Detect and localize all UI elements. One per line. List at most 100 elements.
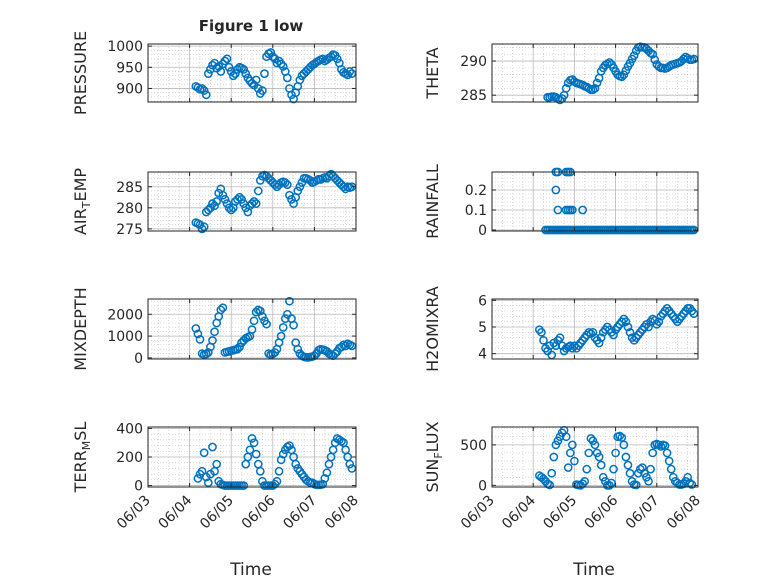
data-point <box>654 317 664 327</box>
x-tick-label: 06/03 <box>458 493 498 533</box>
data-point <box>212 459 221 469</box>
data-point <box>586 434 596 443</box>
data-point <box>621 452 631 462</box>
x-tick-label: 06/06 <box>239 492 279 532</box>
axes-box <box>491 298 699 360</box>
data-point <box>251 75 261 85</box>
data-point <box>253 186 263 196</box>
data-point <box>623 460 633 470</box>
data-point <box>295 182 305 192</box>
data-point <box>570 456 579 466</box>
data-point <box>237 195 246 204</box>
axes-box <box>491 171 699 232</box>
data-point <box>646 464 655 474</box>
data-point <box>619 70 629 80</box>
data-point <box>203 348 213 357</box>
y-tick-label: 290 <box>460 54 487 70</box>
axes-box <box>491 43 699 103</box>
data-point <box>561 84 571 93</box>
data-point <box>679 54 688 64</box>
y-tick-label: 0.1 <box>465 203 487 219</box>
data-point <box>330 349 340 358</box>
x-tick-label: 06/08 <box>664 493 704 533</box>
data-point <box>255 466 265 476</box>
data-point <box>274 466 284 476</box>
data-point <box>193 329 203 339</box>
data-point <box>644 476 653 486</box>
data-point <box>203 478 213 488</box>
data-point <box>332 54 342 64</box>
y-tick-label: 285 <box>460 88 487 104</box>
y-tick-label: 280 <box>116 201 143 217</box>
data-point <box>689 309 699 319</box>
data-point <box>222 199 232 208</box>
data-point <box>629 51 639 60</box>
data-point <box>255 176 265 185</box>
data-point <box>291 459 301 469</box>
data-point <box>285 296 294 306</box>
data-point <box>206 65 215 74</box>
data-point <box>199 222 209 232</box>
data-point <box>258 312 267 321</box>
data-point <box>687 480 697 489</box>
data-point <box>222 54 232 64</box>
data-point <box>553 205 563 215</box>
y-tick-label: 0 <box>134 351 143 367</box>
data-point <box>320 474 330 483</box>
data-point <box>638 463 647 472</box>
data-point <box>268 52 278 62</box>
data-point <box>278 62 288 71</box>
axes-box <box>147 298 357 360</box>
data-point <box>247 434 257 443</box>
data-point <box>235 342 244 352</box>
data-point <box>293 186 303 196</box>
data-point <box>625 468 635 478</box>
data-point <box>621 66 631 75</box>
data-point <box>218 190 228 200</box>
y-tick-label: 2000 <box>107 307 143 323</box>
data-point <box>278 323 288 332</box>
figure-title: Figure 1 low <box>199 17 304 35</box>
data-point <box>199 86 209 95</box>
data-point <box>339 182 348 192</box>
data-point <box>580 476 590 486</box>
data-point <box>253 84 263 93</box>
x-tick-label: 06/08 <box>322 493 362 533</box>
data-point <box>220 195 230 204</box>
data-point <box>596 333 606 343</box>
data-point <box>654 440 664 450</box>
data-point <box>233 195 242 204</box>
data-point <box>266 48 276 57</box>
data-point <box>245 445 255 455</box>
x-tick-label: 06/06 <box>582 492 622 532</box>
data-point <box>287 195 296 204</box>
y-tick-label: 285 <box>116 180 143 196</box>
data-point <box>347 464 357 473</box>
axes-box <box>491 426 699 488</box>
data-point <box>251 199 261 208</box>
data-point <box>666 464 676 474</box>
data-point <box>214 188 224 198</box>
data-point <box>239 481 249 490</box>
data-point <box>345 67 355 76</box>
x-axis-label-right: Time <box>572 560 615 580</box>
data-point <box>547 468 557 478</box>
data-point <box>235 192 244 202</box>
data-point <box>251 449 261 459</box>
data-point <box>555 333 565 343</box>
data-point <box>578 205 587 215</box>
y-tick-label: 950 <box>116 60 143 76</box>
y-axis-label: THETA <box>423 47 442 99</box>
y-tick-label: 900 <box>116 81 143 97</box>
data-point <box>280 314 290 323</box>
data-point <box>609 330 618 340</box>
data-point <box>193 474 203 483</box>
data-point <box>617 72 627 82</box>
data-point <box>683 472 693 482</box>
data-point <box>226 205 236 215</box>
x-tick-label: 06/05 <box>197 493 237 533</box>
data-point <box>241 203 251 213</box>
data-point <box>347 69 357 78</box>
y-axis-label: MIXDEPTH <box>71 287 90 370</box>
data-point <box>621 317 631 327</box>
